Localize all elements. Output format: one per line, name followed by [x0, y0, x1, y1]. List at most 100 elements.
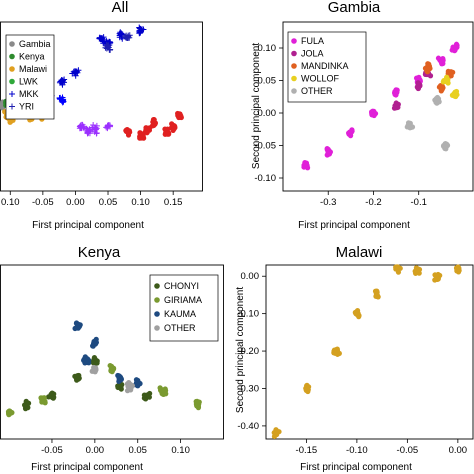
data-point: [426, 66, 432, 72]
legend-marker: [9, 91, 15, 97]
data-point: [302, 159, 308, 166]
data-point: [104, 125, 111, 132]
data-point: [77, 124, 84, 131]
panel-title: Gambia: [328, 0, 381, 16]
data-point: [57, 78, 64, 85]
legend-label: Gambia: [19, 39, 51, 49]
x-axis-label: First principal component: [300, 462, 412, 473]
x-tick-label: 0.05: [128, 445, 147, 456]
x-tick-label: 0.00: [449, 445, 468, 456]
data-point: [145, 392, 151, 398]
legend-label: WOLLOF: [301, 74, 340, 84]
data-point: [193, 398, 199, 405]
data-point: [118, 386, 124, 392]
panel-kenya: Kenya -0.05 0.00 0.05 0.10 First principal …: [0, 244, 224, 473]
data-point: [125, 34, 132, 41]
legend-marker: [9, 103, 15, 110]
data-point: [407, 125, 413, 131]
data-point: [274, 431, 280, 438]
data-point: [152, 121, 158, 127]
data-point: [60, 98, 67, 105]
x-tick-label: 0.10: [1, 197, 20, 208]
x-axis-label: First principal component: [298, 220, 410, 231]
x-tick-labels: -0.05 0.00 0.05 0.10: [41, 439, 190, 456]
points-layer: [271, 264, 462, 440]
legend-marker: [9, 66, 15, 72]
data-point: [78, 121, 85, 128]
data-point: [103, 45, 110, 52]
legend-marker: [154, 283, 160, 289]
data-point: [452, 47, 458, 53]
data-point: [72, 325, 78, 332]
legend-items: Gambia Kenya Malawi LWK MKK YRI: [9, 39, 51, 112]
data-point: [107, 38, 114, 45]
legend-marker: [154, 325, 160, 331]
data-point: [124, 127, 130, 133]
data-point: [303, 385, 309, 391]
data-point: [118, 376, 124, 382]
data-point: [40, 399, 46, 405]
x-tick-label: 0.05: [99, 197, 118, 208]
y-tick-label: -0.10: [237, 309, 259, 320]
legend-label: CHONYI: [164, 281, 199, 291]
legend-box: [149, 274, 219, 342]
legend-label: KAUMA: [164, 309, 196, 319]
legend-label: JOLA: [301, 49, 324, 59]
data-point: [45, 394, 52, 400]
points-layer: [301, 41, 460, 171]
panel-title: Malawi: [336, 244, 383, 261]
data-point: [84, 126, 91, 133]
data-point: [71, 70, 78, 77]
legend-label: Kenya: [19, 52, 45, 62]
plot-frame: [265, 264, 474, 440]
legend-label: MANDINKA: [301, 61, 349, 71]
data-point: [92, 341, 98, 347]
data-point: [440, 57, 446, 63]
legend-label: MKK: [19, 89, 39, 99]
data-point: [392, 90, 399, 96]
data-point: [375, 294, 381, 300]
legend-marker: [9, 41, 15, 47]
legend-marker: [291, 50, 297, 57]
data-point: [124, 388, 131, 394]
data-point: [90, 360, 97, 366]
data-point: [140, 26, 147, 33]
legend-label: FULA: [301, 36, 324, 46]
data-point: [433, 96, 439, 102]
y-tick-label: 0.00: [258, 108, 277, 119]
x-tick-label: -0.05: [397, 445, 419, 456]
data-point: [126, 380, 132, 386]
x-tick-labels: -0.15 -0.10 -0.05 0.00: [296, 439, 468, 456]
data-point: [450, 69, 456, 75]
data-point: [91, 366, 97, 372]
data-point: [454, 265, 460, 272]
data-point: [137, 28, 144, 35]
data-point: [175, 110, 181, 117]
legend-label: OTHER: [301, 86, 333, 96]
legend-items: FULA JOLA MANDINKA WOLLOF OTHER: [291, 36, 349, 96]
data-point: [171, 126, 177, 132]
y-tick-label: 0.10: [258, 43, 277, 54]
x-tick-label: 0.00: [66, 197, 85, 208]
x-tick-label: 0.00: [86, 445, 105, 456]
data-point: [140, 132, 146, 138]
y-tick-label: -0.10: [254, 173, 276, 184]
x-tick-label: -0.3: [320, 197, 336, 208]
panel-title: All: [112, 0, 129, 16]
data-point: [135, 381, 141, 387]
data-point: [110, 366, 116, 372]
data-point: [392, 103, 398, 109]
data-point: [118, 30, 125, 37]
y-tick-label: 0.00: [241, 271, 260, 282]
y-tick-labels: 0.00 -0.10 -0.20 -0.30 -0.40: [237, 271, 266, 432]
legend-marker: [291, 38, 297, 44]
y-axis-label: Second principal component: [235, 287, 246, 413]
legend-marker: [9, 53, 15, 60]
data-point: [80, 125, 87, 132]
x-tick-label: -0.05: [41, 445, 63, 456]
data-point: [371, 112, 377, 118]
legend-label: GIRIAMA: [164, 295, 202, 305]
x-tick-label: -0.2: [365, 197, 381, 208]
data-point: [58, 77, 65, 84]
data-point: [162, 126, 168, 132]
